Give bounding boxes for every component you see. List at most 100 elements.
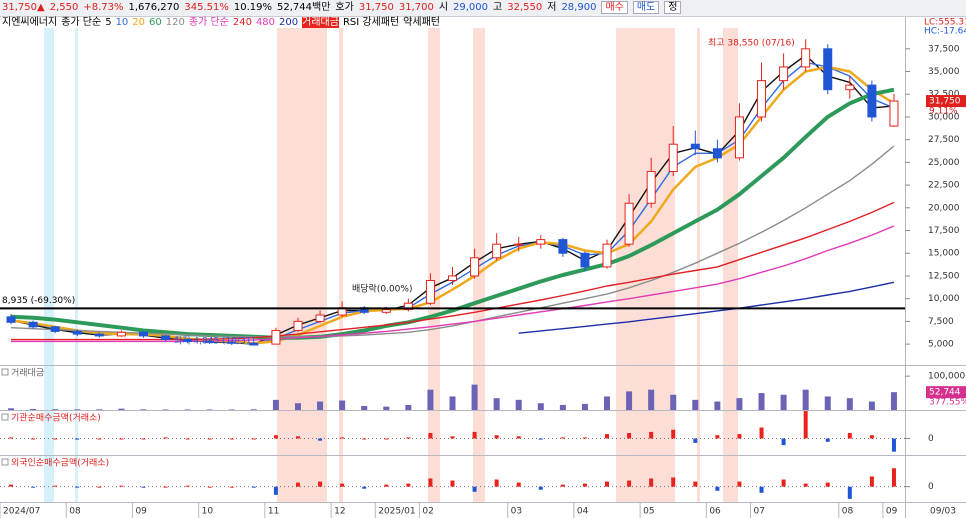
candle-body xyxy=(448,275,457,281)
reference-label: 8,935 (-69.30%) xyxy=(2,296,75,306)
volume-bar xyxy=(846,398,853,410)
flow-bar xyxy=(472,486,477,492)
annotation: 배당락(0.00%) xyxy=(352,283,412,295)
x-tick-label: 08 xyxy=(69,507,81,517)
candle-body xyxy=(138,331,148,337)
candle-body xyxy=(425,279,435,304)
ma-line xyxy=(11,225,895,343)
flow-bar xyxy=(295,436,300,439)
flow-bar xyxy=(450,436,455,439)
x-tick-label: 2024/07 xyxy=(3,507,40,517)
volume-bar xyxy=(30,408,37,410)
x-tick-label: 07 xyxy=(753,507,764,517)
y-tick-label: 5,000 xyxy=(928,340,954,350)
panel-borders xyxy=(0,17,966,518)
flow-bar xyxy=(229,438,234,440)
corner-label: HC:-17.64 xyxy=(924,27,966,37)
flow-bar xyxy=(560,437,565,439)
volume-bar xyxy=(118,408,125,410)
candle-body xyxy=(403,302,413,311)
volume-bar xyxy=(52,409,59,410)
y-tick-label: 100,000 xyxy=(928,372,965,382)
panel-icon xyxy=(1,458,9,466)
candle-body xyxy=(315,314,325,322)
last-price-label: 31,750 xyxy=(929,97,961,107)
flow-bar xyxy=(75,438,80,440)
flow-bar xyxy=(251,438,256,440)
flow-bar xyxy=(715,486,720,491)
flow-bar xyxy=(9,437,14,439)
buy-button[interactable]: 매수 xyxy=(601,1,628,14)
open: 29,000 xyxy=(453,2,489,13)
flow-bar xyxy=(450,480,455,487)
flow-bar xyxy=(516,482,521,487)
x-tick-label: 08 xyxy=(842,507,854,517)
candle-body xyxy=(470,257,480,277)
flow-bar xyxy=(31,438,36,440)
flow-bar xyxy=(693,481,698,487)
legend-entry: 480 xyxy=(255,17,276,28)
flow-bar xyxy=(97,486,102,488)
flow-bar xyxy=(362,438,367,440)
volume-bar xyxy=(8,408,15,410)
candle-body xyxy=(271,329,281,345)
flow-bar xyxy=(295,482,300,487)
volume-bar xyxy=(515,399,522,410)
candle-body xyxy=(801,48,811,68)
x-tick-label: 02 xyxy=(422,507,433,517)
flow-bar xyxy=(384,438,389,440)
sell-button[interactable]: 매도 xyxy=(632,1,660,14)
last-value-box xyxy=(926,386,966,399)
flow-bar xyxy=(494,435,499,439)
label: 고 xyxy=(493,2,503,13)
candle-body xyxy=(205,340,215,343)
ask: 31,750 xyxy=(358,2,394,13)
flow-bar xyxy=(759,486,764,493)
volume-bar xyxy=(361,405,368,410)
flow-bar xyxy=(318,438,323,441)
flow-bar xyxy=(516,436,521,439)
candle-body xyxy=(779,66,789,82)
flow-bar xyxy=(582,437,587,439)
flow-bar xyxy=(671,477,676,487)
bid: 31,700 xyxy=(398,2,434,13)
ma-line xyxy=(11,201,895,341)
panel-title: 거래대금 xyxy=(11,368,44,379)
y-tick-label: 22,500 xyxy=(928,181,960,191)
volume-bar xyxy=(294,403,301,410)
y-tick-label: 17,500 xyxy=(928,226,960,236)
legend-entry: 10 xyxy=(115,17,129,28)
flow-bar xyxy=(649,478,654,487)
flow-bar xyxy=(406,483,411,487)
flow-bar xyxy=(671,429,676,439)
volume-bar xyxy=(471,384,478,410)
x-tick-label: 06 xyxy=(709,507,721,517)
flow-bar xyxy=(891,468,896,487)
candle-body xyxy=(690,143,700,150)
flow-bar xyxy=(428,433,433,439)
x-tick-label: 09 xyxy=(886,507,898,517)
volume-bar xyxy=(383,406,390,410)
correct-button[interactable]: 정 xyxy=(664,1,682,14)
candle-body xyxy=(646,170,656,204)
legend-entry: 5 xyxy=(105,17,112,28)
volume-bar xyxy=(802,389,809,410)
legend-entry: RSI 강세패턴 xyxy=(342,17,400,28)
flow-bar xyxy=(494,479,499,487)
volume-bar xyxy=(317,401,324,410)
flow-bar xyxy=(207,486,212,488)
candle-body xyxy=(249,342,259,346)
candle-body xyxy=(823,48,833,91)
flow-bar xyxy=(340,483,345,487)
flow-bar xyxy=(229,486,234,488)
flow-bar xyxy=(9,484,14,487)
flow-bar xyxy=(803,411,808,439)
y-tick-label: 35,000 xyxy=(928,67,960,77)
volume-bar xyxy=(449,396,456,410)
flow-bar xyxy=(737,481,742,487)
label: 저 xyxy=(547,2,557,13)
candle-body xyxy=(50,326,60,332)
flow-bar xyxy=(251,486,256,488)
ma-line xyxy=(518,281,895,334)
